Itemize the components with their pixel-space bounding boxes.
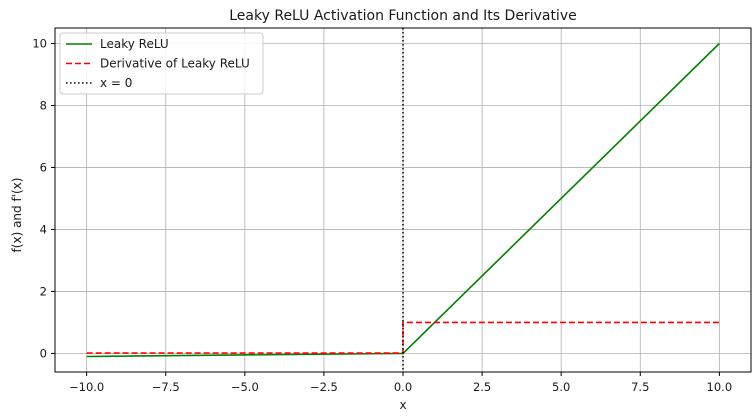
x-tick-label: 10.0 xyxy=(707,380,733,394)
legend-label: x = 0 xyxy=(100,76,132,90)
x-tick-label: 0.0 xyxy=(394,380,412,394)
axis-ticks: −10.0 −7.5 −5.0 −2.5 0.0 2.5 5.0 7.5 10.0 0 2 4 6 8 10 xyxy=(32,36,732,394)
y-tick-label: 10 xyxy=(32,36,47,50)
x-tick-label: −7.5 xyxy=(152,380,180,394)
legend: Leaky ReLU Derivative of Leaky ReLU x = 0 xyxy=(59,32,264,95)
x-tick-label: −2.5 xyxy=(310,380,338,394)
legend-box xyxy=(59,32,264,95)
x-tick-label: −5.0 xyxy=(231,380,259,394)
y-tick-label: 2 xyxy=(40,284,47,298)
series-layer xyxy=(86,28,720,372)
x-tick-label: −10.0 xyxy=(69,380,104,394)
x-tick-label: 7.5 xyxy=(631,380,649,394)
y-tick-label: 6 xyxy=(40,160,47,174)
x-axis-label: x xyxy=(399,398,406,412)
y-tick-label: 4 xyxy=(40,222,47,236)
y-axis-label: f(x) and f'(x) xyxy=(10,178,24,253)
y-tick-label: 8 xyxy=(40,98,47,112)
y-tick-label: 0 xyxy=(40,346,47,360)
legend-label: Derivative of Leaky ReLU xyxy=(100,57,250,71)
x-tick-label: 5.0 xyxy=(552,380,570,394)
series-line-1 xyxy=(86,321,720,354)
chart-title: Leaky ReLU Activation Function and Its D… xyxy=(229,8,576,24)
x-tick-label: 2.5 xyxy=(473,380,491,394)
legend-label: Leaky ReLU xyxy=(100,37,169,51)
